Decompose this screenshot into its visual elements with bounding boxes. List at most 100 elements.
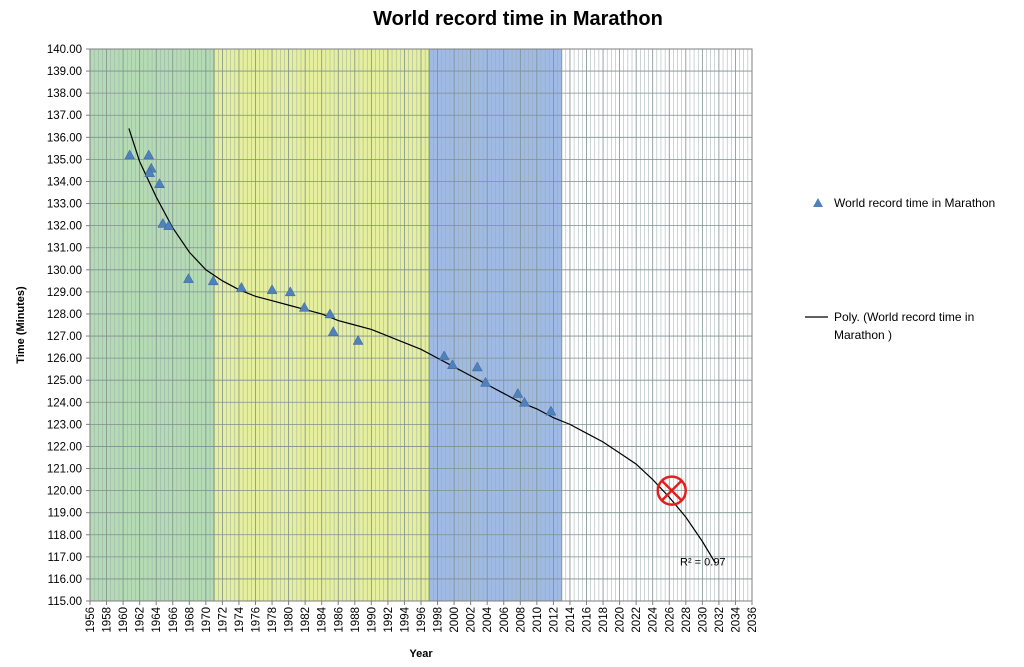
x-tick-label: 2030 xyxy=(697,607,709,633)
data-point-0 xyxy=(124,149,136,160)
y-tick-label: 135.00 xyxy=(47,154,82,166)
legend: World record time in Marathon Poly. (Worl… xyxy=(805,196,995,342)
data-point-12 xyxy=(298,301,310,312)
x-tick-label: 1968 xyxy=(184,607,196,633)
x-tick-label: 1988 xyxy=(350,607,362,633)
x-tick-label: 1986 xyxy=(333,607,345,633)
y-tick-label: 130.00 xyxy=(47,265,82,277)
y-tick-label: 138.00 xyxy=(47,88,82,100)
y-tick-label: 129.00 xyxy=(47,287,82,299)
data-point-14 xyxy=(327,326,339,336)
y-tick-label: 123.00 xyxy=(47,419,82,431)
legend-label-points: World record time in Marathon xyxy=(834,196,995,210)
x-tick-label: 1982 xyxy=(300,607,312,633)
x-tick-label: 1998 xyxy=(433,607,445,633)
y-tick-label: 134.00 xyxy=(47,176,82,188)
x-tick-label: 1996 xyxy=(416,607,428,633)
y-tick-label: 124.00 xyxy=(47,397,82,409)
x-tick-label: 2024 xyxy=(648,606,660,632)
x-tick-label: 2022 xyxy=(631,607,643,633)
legend-triangle-icon xyxy=(813,198,823,207)
x-tick-label: 1958 xyxy=(102,607,114,633)
legend-label-trend-line2: Marathon ) xyxy=(834,328,892,342)
x-tick-label: 2016 xyxy=(582,607,594,633)
x-tick-label: 2036 xyxy=(747,607,759,633)
x-tick-label: 1980 xyxy=(284,607,296,633)
x-axis-label: Year xyxy=(409,648,433,660)
x-tick-label: 2034 xyxy=(730,606,742,632)
data-point-1 xyxy=(143,149,155,160)
x-tick-label: 1976 xyxy=(251,607,263,633)
x-tick-label: 1970 xyxy=(201,607,213,633)
r-squared-label: R² = 0.97 xyxy=(680,557,726,569)
x-tick-label: 2028 xyxy=(681,607,693,633)
x-tick-label: 2020 xyxy=(615,607,627,633)
data-point-9 xyxy=(236,281,247,292)
data-point-8 xyxy=(207,275,219,286)
x-tick-label: 1964 xyxy=(151,606,163,632)
y-tick-label: 131.00 xyxy=(47,243,82,255)
y-tick-label: 115.00 xyxy=(48,596,82,608)
y-tick-label: 116.00 xyxy=(48,574,82,586)
y-tick-label: 132.00 xyxy=(47,221,82,233)
x-tick-label: 2032 xyxy=(714,607,726,633)
legend-label-trend-line1: Poly. (World record time in xyxy=(834,310,974,324)
x-tick-label: 1992 xyxy=(383,607,395,633)
data-point-4 xyxy=(154,178,165,188)
data-point-6 xyxy=(163,220,175,230)
y-tick-label: 126.00 xyxy=(47,353,82,365)
data-point-5 xyxy=(157,217,169,228)
data-point-17 xyxy=(447,359,458,369)
x-tick-label: 1994 xyxy=(399,606,411,632)
x-tick-label: 2026 xyxy=(664,607,676,633)
prediction-marker xyxy=(656,475,687,506)
y-tick-label: 118.00 xyxy=(48,530,82,542)
x-tick-label: 2012 xyxy=(548,607,560,633)
y-tick-label: 121.00 xyxy=(47,464,82,476)
x-tick-label: 2004 xyxy=(482,606,494,632)
y-tick-label: 119.00 xyxy=(48,508,82,520)
data-point-18 xyxy=(471,361,483,372)
x-tick-label: 1962 xyxy=(135,607,147,633)
data-point-22 xyxy=(545,405,557,416)
y-tick-label: 122.00 xyxy=(47,441,82,453)
data-point-7 xyxy=(183,273,194,283)
x-tick-label: 1990 xyxy=(366,607,378,633)
y-tick-label: 139.00 xyxy=(47,66,82,78)
x-tick-label: 1966 xyxy=(168,607,180,633)
prediction-marker-cross-b xyxy=(661,479,683,502)
y-tick-label: 125.00 xyxy=(47,375,82,387)
x-tick-label: 1960 xyxy=(118,607,130,633)
y-tick-label: 128.00 xyxy=(47,309,82,321)
data-point-20 xyxy=(512,387,524,398)
trendline xyxy=(128,128,717,564)
x-tick-label: 2000 xyxy=(449,607,461,633)
data-point-21 xyxy=(519,396,530,407)
data-point-19 xyxy=(480,376,491,387)
data-point-11 xyxy=(284,286,296,297)
data-point-10 xyxy=(266,284,278,294)
x-tick-label: 1984 xyxy=(317,606,329,632)
x-tick-label: 2002 xyxy=(466,607,478,633)
data-point-15 xyxy=(352,334,364,345)
y-tick-label: 120.00 xyxy=(47,486,82,498)
axes: 115.00 116.00 117.00 118.00 119.00 120.00 121.… xyxy=(47,44,759,633)
data-point-16 xyxy=(438,350,450,361)
chart-title: World record time in Marathon xyxy=(373,8,663,30)
data-point-3 xyxy=(144,167,156,177)
y-tick-label: 127.00 xyxy=(47,331,82,343)
y-axis-label: Time (Minutes) xyxy=(15,286,27,364)
plot-area: R² = 0.97 xyxy=(89,48,753,602)
x-tick-label: 2008 xyxy=(515,607,527,633)
x-tick-label: 2018 xyxy=(598,607,610,633)
y-tick-label: 133.00 xyxy=(47,199,82,211)
y-tick-label: 136.00 xyxy=(47,132,82,144)
x-tick-label: 2006 xyxy=(499,607,511,633)
data-point-13 xyxy=(324,308,336,319)
x-tick-label: 1956 xyxy=(85,607,97,633)
x-tick-label: 2014 xyxy=(565,606,577,632)
x-tick-label: 1972 xyxy=(217,607,229,633)
y-tick-label: 117.00 xyxy=(48,552,82,564)
y-tick-label: 137.00 xyxy=(47,110,82,122)
